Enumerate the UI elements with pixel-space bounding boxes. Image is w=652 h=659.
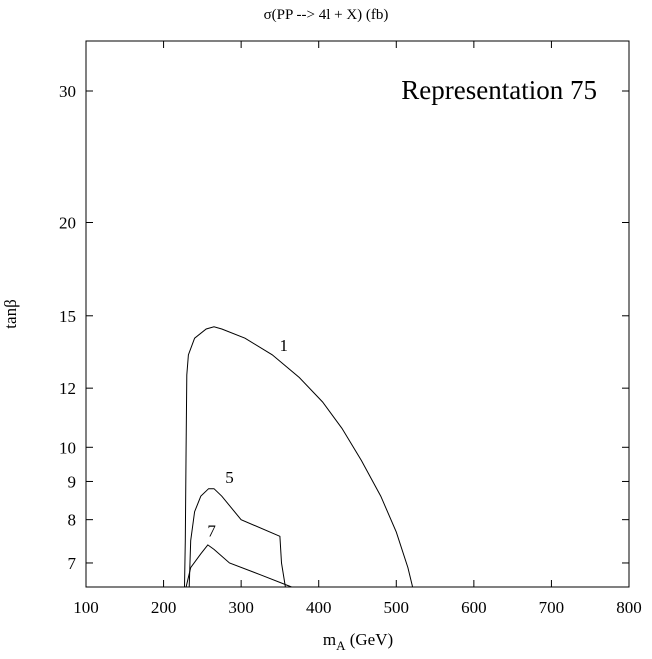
- y-tick-label: 8: [68, 511, 77, 530]
- y-tick-label: 9: [68, 472, 77, 491]
- x-axis-label-subscript: A: [336, 638, 346, 653]
- x-tick-label: 500: [384, 598, 410, 617]
- x-tick-label: 800: [616, 598, 642, 617]
- chart-title: σ(PP --> 4l + X) (fb): [264, 7, 389, 23]
- x-tick-label: 200: [151, 598, 177, 617]
- x-tick-label: 400: [306, 598, 332, 617]
- contour-label-7: 7: [207, 522, 216, 541]
- x-axis-label-unit: (GeV): [345, 630, 393, 649]
- contour-line-7: [185, 544, 292, 588]
- representation-label: Representation 75: [401, 75, 597, 105]
- y-axis-label: tanβ: [1, 299, 20, 328]
- plot-frame: [85, 40, 630, 588]
- series-layer: 1 5 7: [184, 326, 414, 588]
- y-tick-label: 10: [59, 438, 76, 457]
- x-tick-label: 700: [539, 598, 565, 617]
- contour-line-5: [188, 488, 286, 588]
- y-tick-label: 20: [59, 213, 76, 232]
- x-axis-label: mA (GeV): [323, 630, 393, 653]
- y-tick-label: 30: [59, 82, 76, 101]
- x-tick-label: 600: [461, 598, 487, 617]
- y-tick-label: 12: [59, 379, 76, 398]
- x-axis-label-main: m: [323, 630, 336, 649]
- y-tick-label: 15: [59, 307, 76, 326]
- x-tick-label: 100: [73, 598, 99, 617]
- contour-label-1: 1: [280, 336, 289, 355]
- contour-label-5: 5: [225, 468, 234, 487]
- x-axis: 100 200 300 400 500 600 700 800: [73, 41, 642, 617]
- x-tick-label: 300: [228, 598, 254, 617]
- contour-line-1: [184, 326, 414, 588]
- y-tick-label: 7: [68, 554, 77, 573]
